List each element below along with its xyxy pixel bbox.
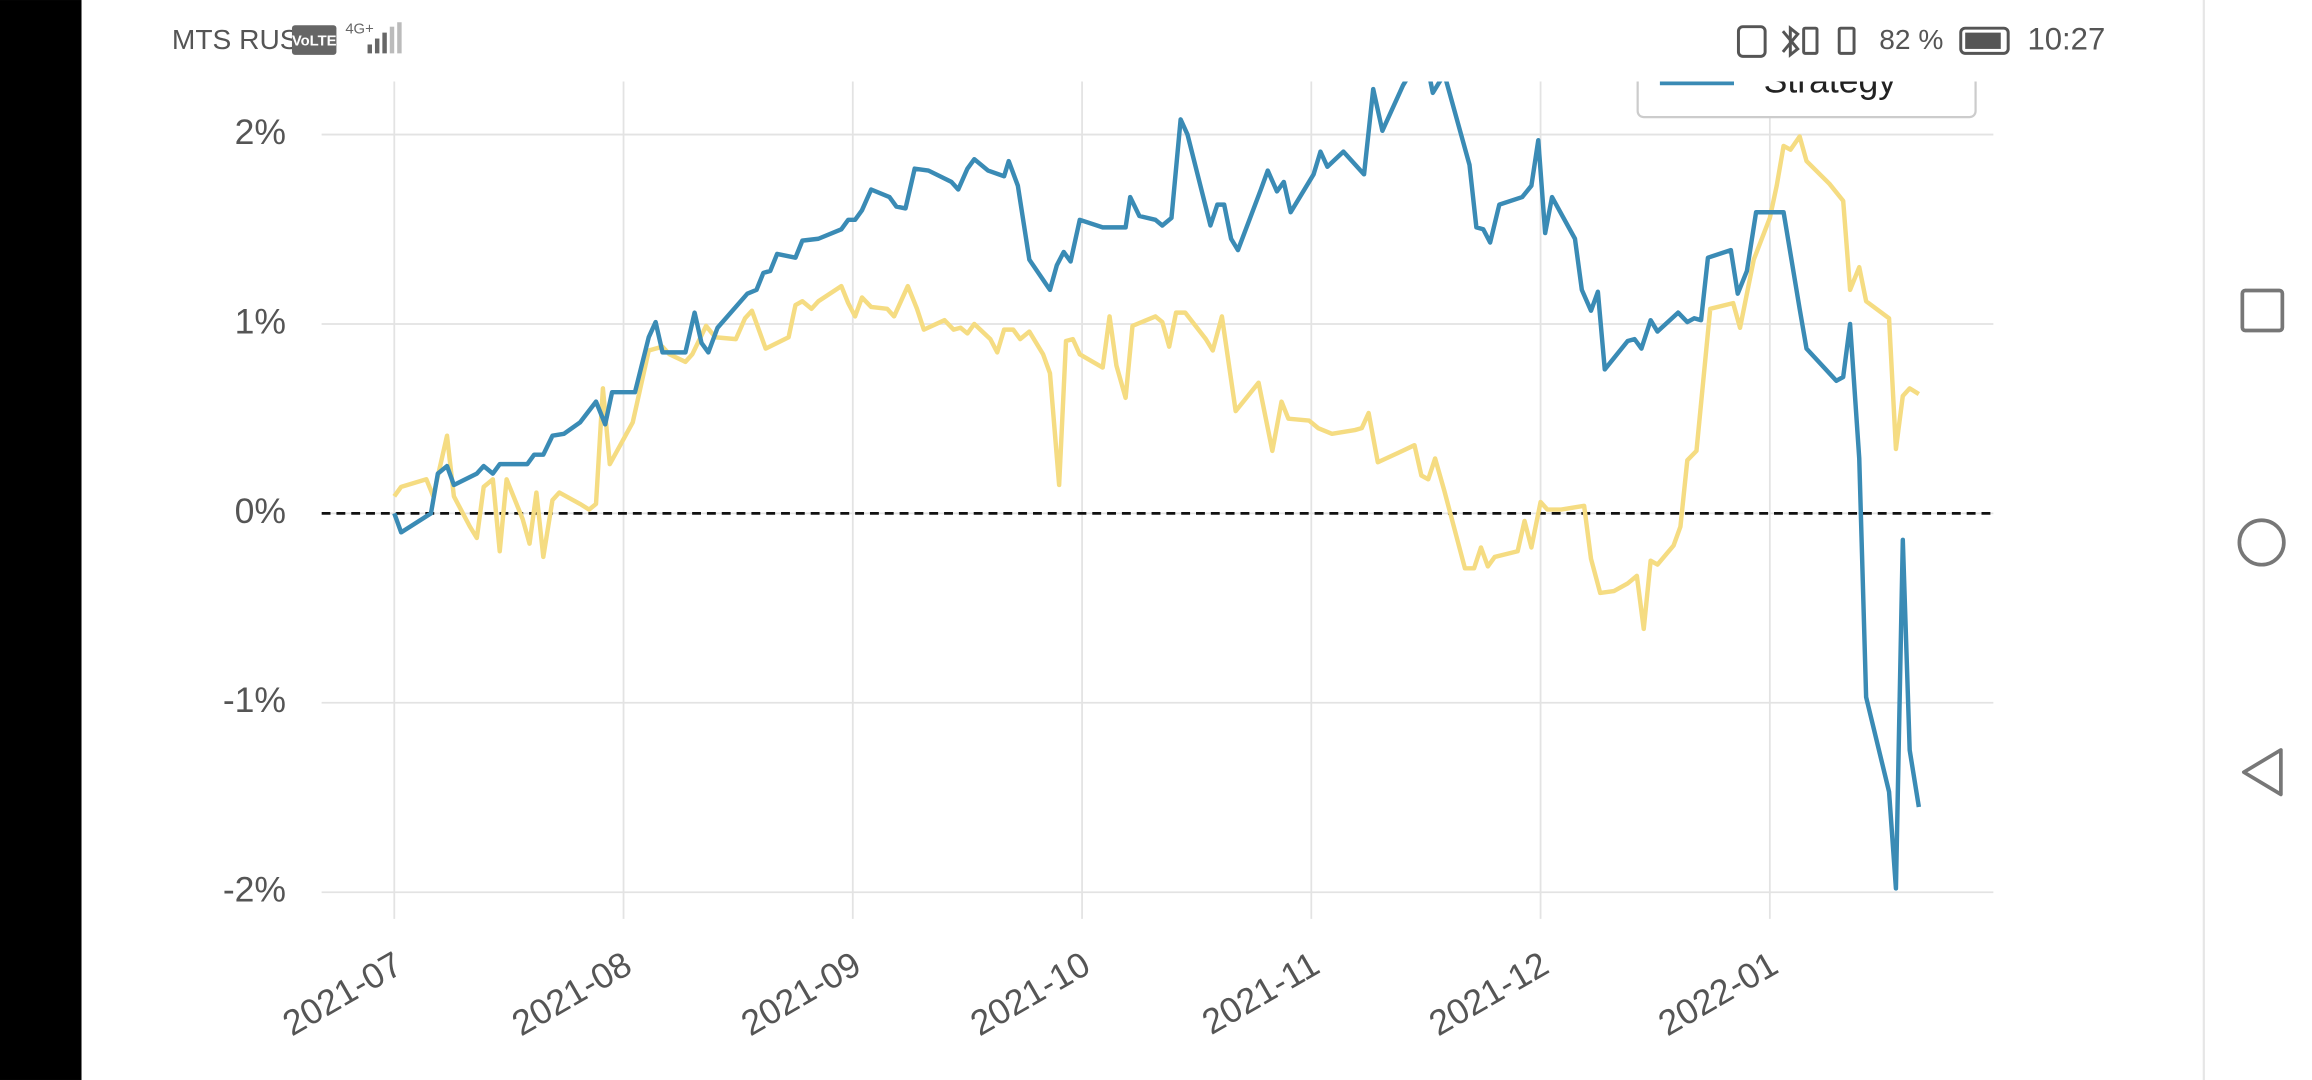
battery-percent: 82 % [1879,24,1943,55]
plot-area [321,81,1994,891]
signal-icon [367,22,402,54]
volte: VoLTE [292,33,337,49]
y-tick-label: -2% [223,870,286,910]
battery-level [1965,32,2001,49]
clock: 10:27 [2027,22,2105,57]
carrier: MTS RUS [172,24,299,55]
network: 4G+ [345,22,373,38]
legend-label: Strategy [1764,60,1897,100]
x-tick-label: 2021-11 [1195,944,1326,1043]
system-icons [1736,25,1856,58]
recents-button[interactable] [2240,288,2285,333]
home-button[interactable] [2237,518,2286,567]
chart: -2% -1% 0% 1% 2% 2021-07 2021-08 2021-09 2021-10… [223,60,1994,1044]
x-tick-label: 2021-08 [505,944,638,1044]
data-line [392,81,1922,891]
x-tick-label: 2021-07 [276,944,409,1044]
volte-badge [291,25,337,55]
x-tick-label: 2021-09 [734,944,867,1044]
left-bezel [0,0,82,1080]
back-button[interactable] [2241,748,2283,797]
y-tick-label: 0% [235,491,286,531]
legend: Strategy [1636,60,1977,119]
data-line [392,134,1921,632]
x-tick-label: 2022-01 [1651,944,1784,1044]
battery-icon [1959,26,2010,55]
x-tick-label: 2021-12 [1422,944,1555,1044]
y-tick-label: -1% [223,680,286,720]
legend-box [1636,81,1977,119]
y-tick-label: 1% [235,301,286,341]
x-tick-label: 2021-10 [964,944,1097,1044]
y-tick-label: 2% [235,112,286,152]
